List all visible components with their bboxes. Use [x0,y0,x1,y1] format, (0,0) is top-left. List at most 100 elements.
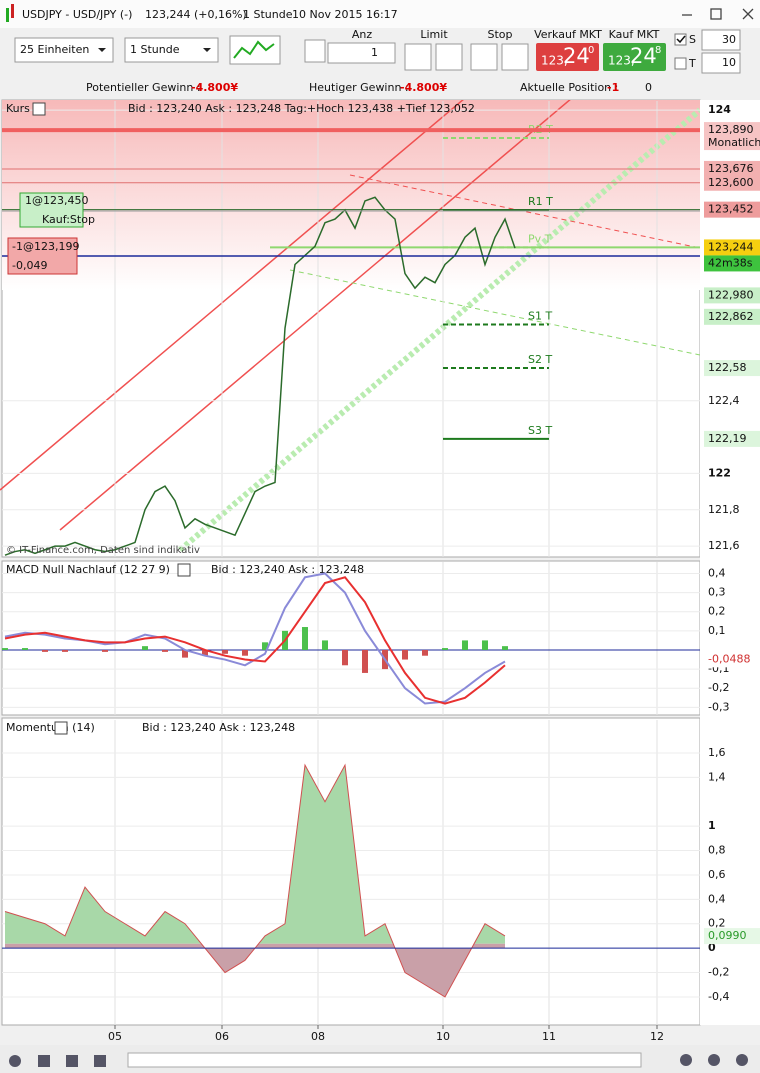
t-input[interactable] [701,52,741,74]
zoom-out[interactable] [708,1054,720,1066]
histogram-bar [22,648,28,650]
t-checkbox[interactable] [674,57,687,70]
period-select[interactable] [124,37,219,63]
chart-type-button[interactable] [229,35,281,65]
histogram-bar [362,649,368,673]
price-box-label: 123,600 [708,176,754,189]
position-count: 0 [645,81,652,94]
last-label: 0,0990 [708,929,747,942]
y-tick-label: -0,3 [708,700,729,713]
toolbar: 25 Einheiten 1 Stunde Anz 1 Limit Stop V… [14,28,741,74]
scrollbar[interactable] [127,1052,642,1068]
sell-big: 24 [563,44,590,68]
histogram-bar [322,640,328,650]
x-tick-label: 12 [650,1030,664,1043]
y-tick-label: 0,4 [708,892,726,905]
histogram-bar [342,649,348,666]
units-select[interactable] [14,37,114,63]
sell-order: -1@123,199 [12,240,79,253]
stop-label: Stop [487,28,512,41]
histogram-bar [102,649,108,652]
y-tick-label: -0,4 [708,990,729,1003]
y-tick-label: 122,4 [708,394,740,407]
buy-button[interactable] [603,43,666,71]
buy-order: 1@123,450 [25,194,89,207]
last-label: -0,0488 [708,652,750,665]
y-tick-label: 0 [708,941,716,954]
sell-label: Verkauf MKT [534,28,602,41]
y-tick-label: 1 [708,819,716,832]
buy-order-box [19,192,84,228]
icon[interactable] [38,1055,50,1067]
y-tick-label: 0,2 [708,605,726,618]
histogram-bar [202,649,208,656]
symbol: USDJPY - USD/JPY (-) [22,8,132,21]
histogram-bar [462,640,468,650]
bottom-icons [9,1054,748,1067]
potential-label: Potentieller Gewinn : [86,81,201,94]
stop-buy[interactable] [470,43,498,71]
histogram-bar [442,648,448,650]
y-tick-label: 0,6 [708,868,726,881]
price-box-label: 123,890 [708,123,754,136]
panel-icons [32,102,46,116]
pivot-label: S3 T [528,424,552,437]
pivot-label: S1 T [528,309,552,322]
icon[interactable] [9,1055,21,1067]
x-tick-label: 11 [542,1030,556,1043]
monthly-label: Monatlich [708,136,760,149]
buy-order-type: Kauf:Stop [42,213,95,226]
x-tick-label: 10 [436,1030,450,1043]
y-tick-label: 124 [708,103,731,116]
s-input[interactable] [701,29,741,51]
price-box-label: 123,676 [708,162,754,175]
s-checkbox[interactable] [674,33,687,46]
histogram-bar [302,627,308,650]
x-tick-label: 05 [108,1030,122,1043]
panel-info: Bid : 123,240 Ask : 123,248 [211,563,364,576]
pivot-label: S2 T [528,353,552,366]
close[interactable] [742,8,754,20]
price-box [704,360,760,377]
qty-input[interactable] [327,42,396,64]
icon[interactable] [66,1055,78,1067]
settings-button[interactable] [304,39,326,63]
buy-small: 123, [608,54,635,68]
panel-info: Bid : 123,240 Ask : 123,248 Tag:+Hoch 12… [128,102,475,115]
limit-buy[interactable] [404,43,432,71]
zoom-fit[interactable] [736,1054,748,1066]
sell-pip: 0 [588,45,594,56]
histogram-bar [482,640,488,650]
stop-sell[interactable] [501,43,529,71]
histogram-bar [242,649,248,656]
trend-line [289,269,700,356]
icon[interactable] [94,1055,106,1067]
histogram-bar [402,649,408,660]
y-tick-label: -0,2 [708,966,729,979]
x-tick-label: 08 [311,1030,325,1043]
t-value: 10 [722,56,736,69]
y-tick-label: 121,6 [708,539,740,552]
dropdown-arrow [203,48,211,52]
y-tick-label: 1,6 [708,746,726,759]
sell-button[interactable] [536,43,599,71]
price-box [704,201,760,218]
histogram-bar [42,649,48,652]
title-bar [0,0,760,28]
histogram-bar [262,642,268,650]
s-label: S [689,33,696,46]
maximize[interactable] [710,8,722,20]
price: 123,244 (+0,16%) [145,8,247,21]
histogram-bar [142,646,148,650]
sell-small: 123, [541,54,568,68]
buy-pip: 8 [655,45,661,56]
buy-big: 24 [630,44,657,68]
trend-line [349,174,700,249]
position-value: -1 [607,81,619,94]
last-box [704,651,760,668]
buy-label: Kauf MKT [609,28,660,41]
t-label: T [688,57,696,70]
limit-sell[interactable] [435,43,463,71]
zoom-in[interactable] [680,1054,692,1066]
